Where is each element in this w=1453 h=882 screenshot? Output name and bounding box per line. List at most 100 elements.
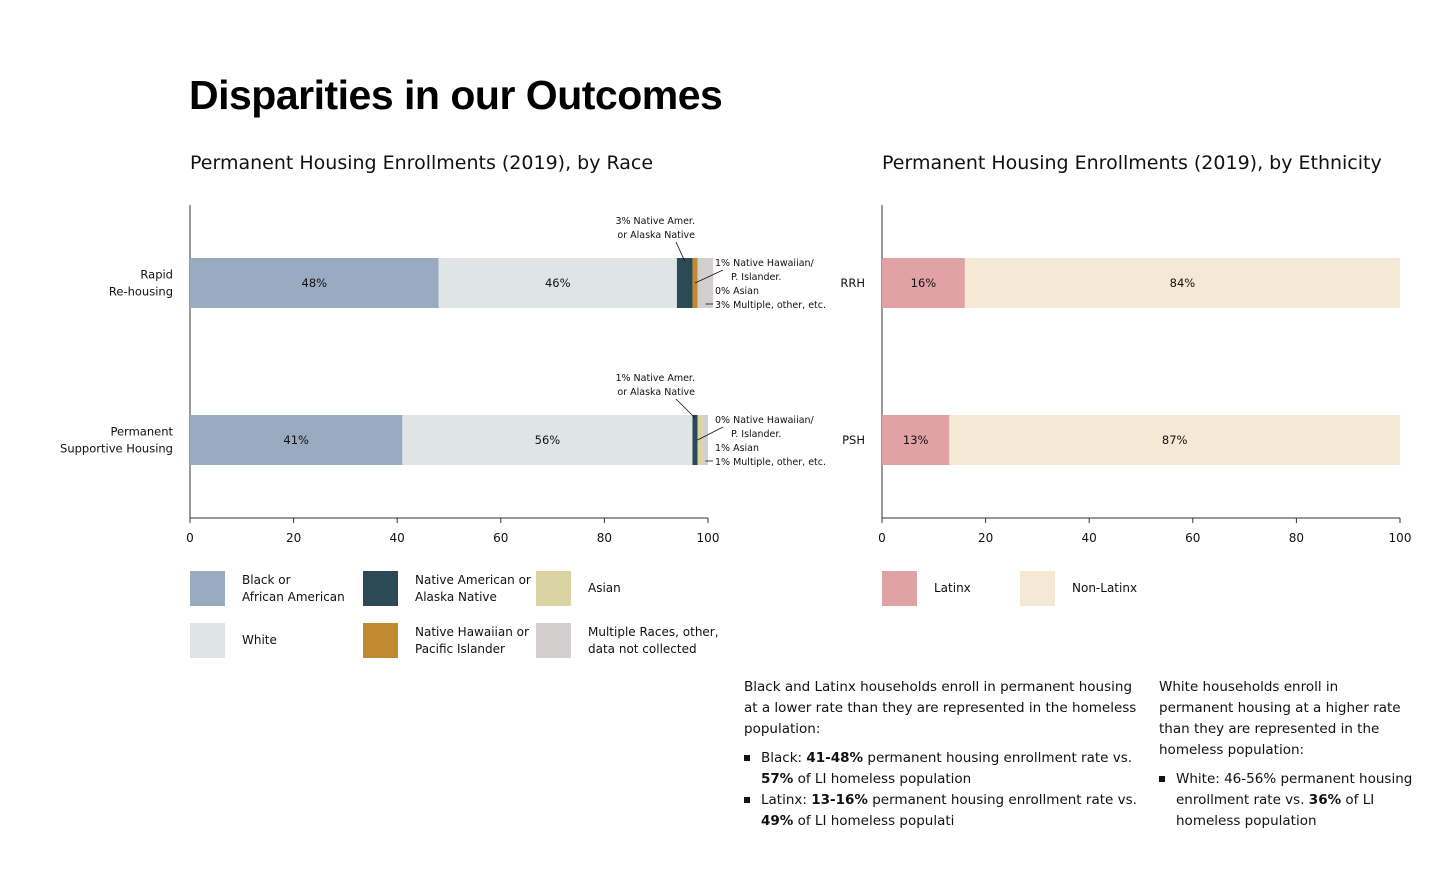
legend-label-line: Native American or [415, 572, 531, 587]
legend-swatch-asian [536, 571, 571, 606]
bar-black-or-african-american [190, 415, 403, 465]
bar-native-american-or-alaska-native [676, 258, 693, 308]
note-left: Black and Latinx households enroll in pe… [744, 677, 1139, 832]
legend-swatch-native-american [363, 571, 398, 606]
legend-label-line: Latinx [934, 581, 971, 595]
legend-swatch-white [190, 623, 225, 658]
legend-item-white: White [190, 623, 277, 658]
bar-black-or-african-american [190, 258, 439, 308]
legend-swatch-black [190, 571, 225, 606]
x-tick-label: 100 [697, 531, 720, 545]
x-tick-label: 40 [390, 531, 405, 545]
data-label: 84% [1170, 276, 1196, 290]
x-tick-label: 60 [1185, 531, 1200, 545]
legend-swatch-non-latinx [1020, 571, 1055, 606]
legend-item-nhpi: Native Hawaiian or Pacific Islander [363, 623, 529, 658]
data-label: 13% [903, 433, 929, 447]
annotation-native-american: 1% Native Amer. [615, 373, 695, 384]
leader-line [675, 398, 696, 419]
annotation-asian: 0% Asian [715, 286, 759, 297]
annotation-nhpi: P. Islander. [731, 429, 781, 440]
legend-swatch-latinx [882, 571, 917, 606]
legend-item-multiple: Multiple Races, other, data not collecte… [536, 623, 719, 658]
category-label: Re-housing [109, 285, 173, 299]
note-left-intro: Black and Latinx households enroll in pe… [744, 679, 1137, 737]
data-label: 16% [911, 276, 937, 290]
bullet-icon [744, 755, 750, 761]
category-label: RRH [840, 276, 865, 290]
legend-item-asian: Asian [536, 571, 621, 606]
legend-label-line: data not collected [588, 641, 697, 656]
category-label: PSH [842, 433, 865, 447]
x-tick-label: 0 [878, 531, 886, 545]
ethnicity-chart-title: Permanent Housing Enrollments (2019), by… [882, 152, 1382, 174]
x-tick-label: 20 [286, 531, 301, 545]
annotation-native-american: or Alaska Native [617, 230, 695, 241]
bar-latinx [882, 258, 965, 308]
leader-line [697, 426, 724, 441]
legend-label-line: Native Hawaiian or [415, 624, 529, 639]
category-label: Rapid [140, 268, 173, 282]
bar-white [402, 415, 693, 465]
legend-label-line: Pacific Islander [415, 641, 505, 656]
note-right-intro: White households enroll in permanent hou… [1159, 679, 1401, 758]
bar-multiple-races-other-data-not-collected [702, 415, 708, 465]
legend-label-line: Black or [242, 572, 291, 587]
data-label: 87% [1162, 433, 1188, 447]
note-left-list: Black: 41-48% permanent housing enrollme… [744, 748, 1139, 832]
bar-asian [697, 415, 703, 465]
annotation-nhpi: P. Islander. [731, 272, 781, 283]
leader-line [694, 269, 724, 284]
legend-label-line: Asian [588, 581, 621, 595]
race-chart-title: Permanent Housing Enrollments (2019), by… [190, 152, 654, 174]
annotation-nhpi: 1% Native Hawaiian/ [715, 258, 815, 269]
annotation-native-american: or Alaska Native [617, 387, 695, 398]
bar-non-latinx [964, 258, 1400, 308]
x-tick-label: 100 [1389, 531, 1412, 545]
legend-item-non-latinx: Non-Latinx [1020, 571, 1137, 606]
x-tick-label: 40 [1082, 531, 1097, 545]
bar-native-american-or-alaska-native [692, 415, 698, 465]
bullet-icon [744, 797, 750, 803]
bar-white [438, 258, 677, 308]
annotation-nhpi: 0% Native Hawaiian/ [715, 415, 815, 426]
legend-item-native-american: Native American or Alaska Native [363, 571, 531, 606]
legend-label-line: Alaska Native [415, 589, 497, 604]
x-tick-label: 80 [597, 531, 612, 545]
annotation-multiple: 1% Multiple, other, etc. [715, 457, 826, 468]
annotation-multiple: 3% Multiple, other, etc. [715, 300, 826, 311]
note-left-item-latinx: Latinx: 13-16% permanent housing enrollm… [744, 790, 1139, 832]
legend-label-line: African American [242, 589, 345, 604]
legend-label-line: Non-Latinx [1072, 581, 1138, 595]
page-title: Disparities in our Outcomes [189, 72, 723, 118]
data-label: 46% [545, 276, 571, 290]
legend-label-line: White [242, 633, 277, 647]
data-label: 56% [535, 433, 561, 447]
x-tick-label: 0 [186, 531, 194, 545]
category-label: Permanent [110, 425, 173, 439]
note-right: White households enroll in permanent hou… [1159, 677, 1414, 832]
note-right-item-white: White: 46-56% permanent housing enrollme… [1159, 769, 1414, 832]
category-label: Supportive Housing [60, 442, 173, 456]
legend-swatch-nhpi [363, 623, 398, 658]
x-tick-label: 80 [1289, 531, 1304, 545]
race-chart: 0 20 40 60 80 100 Rapid Re-housing 48% 46% Permane… [60, 205, 826, 545]
bar-latinx [882, 415, 950, 465]
x-tick-label: 60 [493, 531, 508, 545]
x-tick-label: 20 [978, 531, 993, 545]
data-label: 41% [283, 433, 309, 447]
legend-label-line: Multiple Races, other, [588, 624, 719, 639]
ethnicity-chart: 0 20 40 60 80 100 RRH 16% 84% PSH 13% 87% [840, 205, 1412, 545]
annotation-asian: 1% Asian [715, 443, 759, 454]
leader-line [675, 241, 686, 262]
note-right-list: White: 46-56% permanent housing enrollme… [1159, 769, 1414, 832]
legend-item-black: Black or African American [190, 571, 345, 606]
bar-multiple-races-other-data-not-collected [697, 258, 714, 308]
annotation-native-american: 3% Native Amer. [615, 216, 695, 227]
legend-swatch-multiple [536, 623, 571, 658]
bar-non-latinx [949, 415, 1400, 465]
legend-item-latinx: Latinx [882, 571, 971, 606]
data-label: 48% [302, 276, 328, 290]
bullet-icon [1159, 776, 1165, 782]
note-left-item-black: Black: 41-48% permanent housing enrollme… [744, 748, 1139, 790]
